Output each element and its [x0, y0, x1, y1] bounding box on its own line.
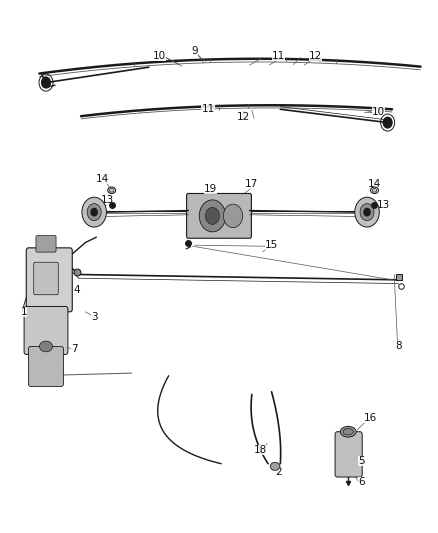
Circle shape [360, 204, 374, 221]
Text: 10: 10 [372, 107, 385, 117]
Text: 17: 17 [245, 179, 258, 189]
Text: 8: 8 [395, 342, 402, 351]
Text: 5: 5 [358, 456, 365, 466]
Circle shape [42, 77, 50, 88]
Text: 9: 9 [191, 46, 198, 55]
Circle shape [355, 197, 379, 227]
FancyBboxPatch shape [28, 346, 64, 386]
FancyBboxPatch shape [335, 432, 362, 477]
Text: 14: 14 [96, 174, 110, 183]
Text: 4: 4 [73, 286, 80, 295]
Text: 10: 10 [153, 51, 166, 61]
Circle shape [383, 117, 392, 128]
Text: 15: 15 [265, 240, 278, 250]
Circle shape [223, 204, 243, 228]
FancyBboxPatch shape [34, 262, 58, 295]
Text: 13: 13 [377, 200, 390, 210]
Text: 18: 18 [254, 446, 267, 455]
Text: 7: 7 [71, 344, 78, 354]
FancyBboxPatch shape [26, 248, 72, 312]
Ellipse shape [372, 189, 377, 192]
Text: 12: 12 [309, 51, 322, 61]
FancyBboxPatch shape [187, 193, 251, 238]
Text: 3: 3 [91, 312, 98, 322]
Circle shape [82, 197, 106, 227]
Text: 6: 6 [358, 478, 365, 487]
Ellipse shape [39, 341, 53, 352]
Text: 12: 12 [237, 112, 250, 122]
Circle shape [205, 207, 219, 224]
Circle shape [364, 208, 370, 216]
Circle shape [87, 204, 101, 221]
Ellipse shape [270, 462, 280, 471]
FancyBboxPatch shape [24, 306, 68, 354]
Ellipse shape [110, 189, 114, 192]
Text: 14: 14 [368, 179, 381, 189]
Text: 11: 11 [272, 51, 285, 61]
FancyBboxPatch shape [36, 236, 56, 252]
Text: 2: 2 [275, 467, 282, 477]
Text: 11: 11 [201, 104, 215, 114]
Text: 16: 16 [364, 414, 377, 423]
Ellipse shape [343, 429, 353, 435]
Text: 1: 1 [21, 307, 28, 317]
Text: 19: 19 [204, 184, 217, 194]
Ellipse shape [340, 426, 356, 437]
Circle shape [91, 208, 97, 216]
Text: 13: 13 [101, 195, 114, 205]
Circle shape [199, 200, 226, 232]
